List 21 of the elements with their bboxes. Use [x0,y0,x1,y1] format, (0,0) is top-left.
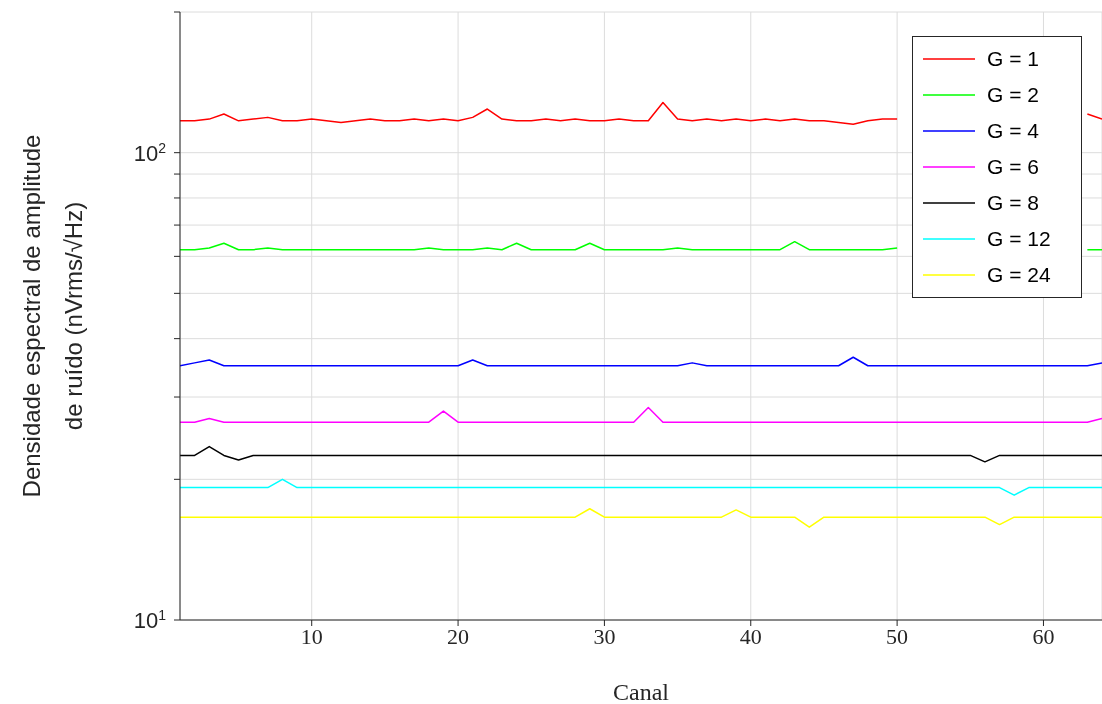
x-tick-label: 40 [739,623,762,649]
x-tick-label: 50 [886,623,909,649]
legend-label: G = 8 [987,191,1039,215]
y-axis-title: Densidade espectral de amplitude de ruído (nVrms/√Hz) [18,134,87,498]
line-series [180,406,1102,423]
x-tick-label: 30 [593,623,616,649]
legend-label: G = 24 [987,263,1051,287]
legend-label: G = 4 [987,119,1039,143]
legend-label: G = 6 [987,155,1039,179]
x-tick-label: 60 [1032,623,1055,649]
x-tick-label: 10 [300,623,323,649]
x-axis-title: Canal [613,679,670,704]
legend-label: G = 12 [987,227,1051,251]
x-tick-label: 20 [447,623,470,649]
y-tick-label: 10$^{2}$ [133,139,167,166]
y-tick-label: 10$^{1}$ [133,607,167,633]
line-series [180,508,1102,528]
legend-label: G = 2 [987,83,1039,107]
line-series [180,445,1102,463]
legend-label: G = 1 [987,47,1039,71]
line-series [180,356,1102,367]
